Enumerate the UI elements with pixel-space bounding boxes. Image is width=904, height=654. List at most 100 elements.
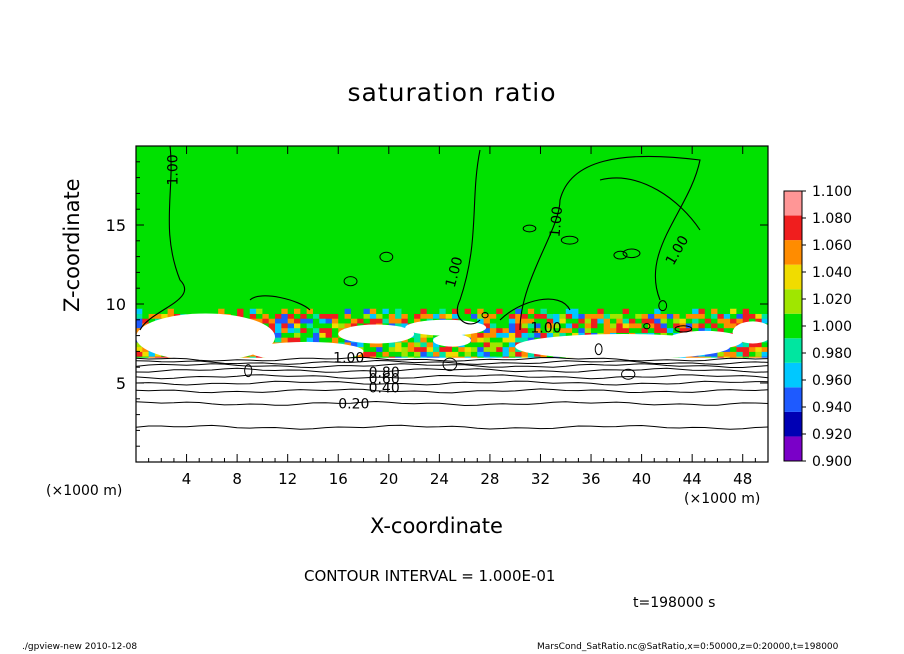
field-cell (666, 313, 674, 319)
field-cell (591, 322, 598, 329)
contour-line (249, 295, 311, 311)
field-cell (477, 337, 485, 343)
field-cell (496, 332, 504, 338)
field-cell (477, 308, 485, 314)
field-cell (237, 308, 244, 314)
field-cell (287, 308, 295, 314)
field-cell (711, 327, 718, 333)
field-cell (761, 351, 768, 357)
field-cell (515, 351, 523, 357)
field-cell (414, 351, 421, 357)
field-cell (401, 341, 409, 348)
field-cell (294, 322, 301, 329)
field-cell (711, 351, 718, 357)
contour-line (136, 388, 768, 394)
field-cell (331, 313, 339, 319)
field-cell (521, 318, 529, 324)
field-cell (565, 322, 573, 329)
field-cell (489, 322, 497, 329)
field-cell (369, 318, 377, 324)
field-cell (730, 308, 737, 314)
contour-line (621, 368, 636, 380)
field-cell (369, 313, 377, 319)
field-cell (376, 308, 383, 314)
field-cell (546, 327, 554, 333)
field-cell (508, 341, 516, 348)
field-cell (186, 308, 194, 314)
field-cell (142, 351, 150, 357)
field-cell (319, 308, 327, 314)
field-cell (401, 346, 409, 352)
field-cell (635, 313, 643, 319)
field-cell (312, 337, 320, 343)
field-cell (281, 318, 289, 324)
field-cell (325, 337, 333, 343)
contour-line (643, 322, 651, 330)
field-cell (136, 322, 143, 329)
field-cell (350, 313, 358, 319)
field-cell (300, 322, 308, 329)
field-cell (660, 313, 668, 319)
field-cell (433, 308, 440, 314)
field-cell (382, 318, 390, 324)
field-blob (666, 330, 743, 350)
field-cell (136, 351, 143, 357)
field-cell (376, 351, 383, 357)
field-cell (268, 318, 276, 324)
field-cell (654, 322, 662, 329)
field-cell (647, 308, 655, 314)
field-cell (407, 313, 415, 319)
field-cell (711, 322, 718, 329)
field-cell (173, 308, 181, 314)
field-cell (685, 313, 693, 319)
field-cell (679, 318, 687, 324)
field-cell (572, 313, 579, 319)
field-cell (679, 327, 687, 333)
field-cell (470, 318, 478, 324)
field-cell (331, 322, 339, 329)
field-cell (483, 327, 491, 333)
field-cell (534, 313, 541, 319)
colorbar-swatch (784, 362, 802, 388)
field-cell (730, 346, 737, 352)
field-cell (496, 313, 504, 319)
field-cell (325, 327, 333, 333)
field-cell (350, 308, 358, 314)
field-cell (357, 308, 365, 314)
field-cell (540, 322, 548, 329)
field-cell (483, 313, 491, 319)
field-cell (294, 332, 301, 338)
field-cell (344, 308, 352, 314)
x-tick-label: 20 (379, 470, 398, 488)
field-cell (407, 318, 415, 324)
field-cell (148, 318, 156, 324)
field-blob (249, 341, 364, 361)
field-cell (717, 327, 725, 333)
field-cell (736, 318, 744, 324)
field-cell (211, 308, 219, 314)
field-cell (666, 327, 674, 333)
field-cell (426, 351, 434, 357)
field-cell (426, 313, 434, 319)
field-cell (502, 332, 510, 338)
contour-line (136, 363, 768, 369)
field-cell (331, 327, 339, 333)
field-cell (426, 308, 434, 314)
field-cell (369, 351, 377, 357)
field-cell (407, 308, 415, 314)
field-cell (603, 327, 611, 333)
field-cell (717, 313, 725, 319)
field-cell (306, 332, 314, 338)
colorbar-label: 0.940 (812, 400, 852, 416)
field-cell (363, 341, 371, 348)
field-cell (616, 322, 624, 329)
field-cell (527, 327, 535, 333)
field-cell (338, 313, 346, 319)
field-cell (148, 313, 156, 319)
field-cell (489, 318, 497, 324)
field-cell (749, 351, 756, 357)
field-cell (647, 318, 655, 324)
x-tick-label: 24 (430, 470, 449, 488)
field-cell (597, 313, 605, 319)
